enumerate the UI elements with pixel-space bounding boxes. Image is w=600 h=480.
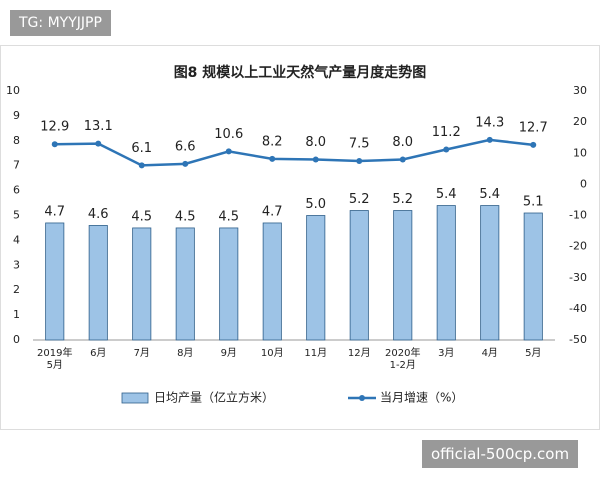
line-point (51, 141, 58, 148)
bar (219, 227, 239, 341)
watermark: TG: MYYJJPP (10, 10, 111, 36)
line-point (443, 146, 450, 153)
line-value-label: 8.0 (305, 135, 326, 150)
line-point (312, 156, 319, 163)
bar-value-label: 5.4 (479, 187, 500, 202)
bar-value-label: 4.7 (262, 204, 283, 219)
line (54, 138, 534, 167)
y2-tick-label: -20 (569, 240, 587, 253)
y2-tick-label: 10 (573, 146, 587, 159)
x-tick-label: 5月 (525, 348, 542, 359)
bar (523, 212, 543, 341)
x-tick-label: 8月 (177, 348, 194, 359)
x-tick-label: 3月 (438, 348, 455, 359)
y2-tick-label: -10 (569, 209, 587, 222)
y-tick-label: 7 (13, 159, 20, 172)
x-tick-label: 7月 (133, 348, 150, 359)
x-tick-label: 2019年 5月 (37, 348, 73, 371)
bar-value-label: 5.2 (349, 192, 370, 207)
y-tick-label: 6 (13, 184, 20, 197)
line-point (182, 160, 189, 167)
y-tick-label: 5 (13, 209, 20, 222)
y-tick-label: 1 (13, 308, 20, 321)
chart-title: 图8 规模以上工业天然气产量月度走势图 (174, 64, 427, 81)
legend-swatch (121, 392, 149, 404)
line-point (225, 148, 232, 155)
bar-value-label: 5.4 (436, 187, 457, 202)
line-value-label: 7.5 (349, 137, 370, 152)
line-value-label: 6.1 (131, 141, 152, 156)
watermark: official-500cp.com (422, 440, 579, 468)
y-tick-label: 9 (13, 109, 20, 122)
line-value-label: 13.1 (84, 119, 113, 134)
x-tick-label: 2020年 1-2月 (385, 348, 421, 371)
x-tick-label: 9月 (220, 348, 237, 359)
y-tick-label: 4 (13, 233, 20, 246)
y-tick-label: 2 (13, 283, 20, 296)
bar (480, 205, 500, 341)
y-tick-label: 0 (13, 333, 20, 346)
y-tick-label: 10 (6, 84, 20, 97)
bar (393, 210, 413, 341)
line-point (269, 155, 276, 162)
line-value-label: 10.6 (214, 127, 243, 142)
y2-tick-label: 0 (580, 177, 587, 190)
legend-label: 当月增速（%） (380, 391, 463, 405)
line-point (486, 136, 493, 143)
bar (45, 222, 65, 341)
y2-tick-label: -30 (569, 271, 587, 284)
y2-tick-label: 30 (573, 84, 587, 97)
line-value-label: 8.2 (262, 134, 283, 149)
legend-swatch (359, 395, 365, 401)
y2-tick-label: -40 (569, 302, 587, 315)
line-value-label: 11.2 (432, 125, 461, 140)
line-value-label: 14.3 (475, 115, 504, 130)
bar-value-label: 5.2 (392, 192, 413, 207)
line-point (356, 158, 363, 165)
y2-tick-label: 20 (573, 115, 587, 128)
bar-value-label: 5.0 (305, 197, 326, 212)
x-tick-label: 12月 (347, 348, 371, 359)
bar-value-label: 4.5 (218, 209, 239, 224)
bar (436, 205, 456, 341)
bar-value-label: 4.5 (131, 209, 152, 224)
bar-value-label: 4.6 (88, 207, 109, 222)
bar (306, 215, 326, 341)
x-tick-label: 6月 (90, 348, 107, 359)
line-point (138, 162, 145, 169)
legend-label: 日均产量（亿立方米） (154, 390, 274, 405)
y2-tick-label: -50 (569, 333, 587, 346)
bar (175, 227, 195, 341)
y-tick-label: 3 (13, 258, 20, 271)
y-tick-label: 8 (13, 134, 20, 147)
bar (88, 225, 108, 341)
bar-value-label: 4.5 (175, 209, 196, 224)
line-point (95, 140, 102, 147)
line-value-label: 12.7 (519, 120, 548, 135)
line-point (399, 156, 406, 163)
bar (349, 210, 369, 341)
line-value-label: 6.6 (175, 139, 196, 154)
x-tick-label: 4月 (481, 348, 498, 359)
bar-value-label: 4.7 (44, 204, 65, 219)
bar (262, 222, 282, 341)
line-point (530, 141, 537, 148)
bar (132, 227, 152, 341)
x-tick-label: 10月 (260, 348, 284, 359)
bar-value-label: 5.1 (523, 195, 544, 210)
x-tick-label: 11月 (304, 348, 328, 359)
line-value-label: 12.9 (40, 120, 69, 135)
line-value-label: 8.0 (392, 135, 413, 150)
